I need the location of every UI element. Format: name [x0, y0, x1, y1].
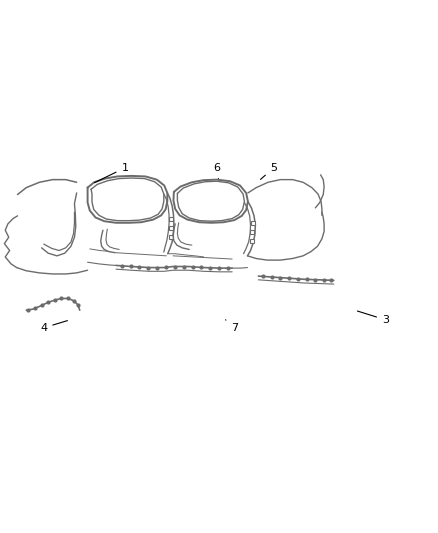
Text: 3: 3 — [357, 311, 389, 325]
Text: 1: 1 — [95, 163, 128, 183]
Text: 6: 6 — [213, 163, 220, 179]
Text: 5: 5 — [261, 163, 277, 180]
Text: 4: 4 — [40, 321, 67, 333]
Text: 7: 7 — [226, 320, 238, 333]
